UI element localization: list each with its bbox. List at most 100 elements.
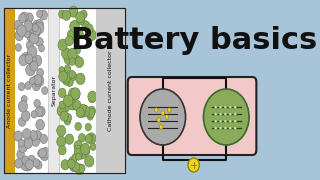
Circle shape: [25, 82, 31, 90]
Circle shape: [36, 37, 43, 47]
Circle shape: [18, 117, 26, 126]
Circle shape: [68, 100, 77, 110]
Circle shape: [80, 104, 86, 112]
Circle shape: [32, 20, 42, 32]
Circle shape: [76, 12, 85, 23]
Circle shape: [80, 10, 87, 19]
Circle shape: [32, 24, 39, 32]
Circle shape: [30, 56, 36, 63]
Circle shape: [87, 29, 96, 41]
Circle shape: [37, 68, 44, 77]
Circle shape: [26, 64, 35, 76]
Circle shape: [214, 119, 217, 123]
Bar: [48, 8, 60, 173]
Circle shape: [73, 100, 81, 111]
Circle shape: [229, 126, 232, 130]
Circle shape: [17, 150, 24, 159]
Circle shape: [214, 105, 217, 109]
Circle shape: [29, 130, 37, 141]
Circle shape: [68, 157, 76, 167]
Circle shape: [64, 65, 71, 73]
Circle shape: [77, 107, 85, 118]
Circle shape: [63, 105, 69, 112]
Circle shape: [65, 36, 73, 46]
Circle shape: [161, 111, 164, 115]
Circle shape: [76, 107, 84, 118]
Circle shape: [59, 71, 68, 82]
Circle shape: [17, 25, 26, 37]
Circle shape: [69, 70, 76, 78]
Circle shape: [80, 143, 90, 155]
Circle shape: [57, 105, 66, 116]
Circle shape: [34, 75, 42, 85]
Circle shape: [61, 72, 70, 83]
Circle shape: [65, 114, 72, 122]
Circle shape: [59, 88, 66, 98]
Circle shape: [24, 21, 33, 31]
Circle shape: [33, 159, 40, 167]
Circle shape: [29, 77, 35, 84]
Circle shape: [25, 54, 33, 64]
Circle shape: [88, 91, 97, 102]
Circle shape: [42, 87, 48, 94]
Circle shape: [68, 88, 77, 99]
Circle shape: [75, 122, 82, 130]
Circle shape: [33, 55, 42, 66]
Circle shape: [18, 101, 28, 112]
Circle shape: [59, 146, 66, 155]
Circle shape: [71, 89, 80, 100]
Circle shape: [29, 23, 37, 33]
Circle shape: [224, 112, 227, 116]
Circle shape: [70, 72, 77, 80]
Circle shape: [38, 45, 44, 52]
Circle shape: [32, 75, 41, 86]
Circle shape: [188, 158, 199, 172]
Circle shape: [32, 81, 40, 91]
Circle shape: [36, 106, 45, 117]
Circle shape: [35, 75, 44, 86]
Circle shape: [76, 73, 85, 85]
Circle shape: [74, 148, 83, 159]
Circle shape: [36, 10, 43, 18]
Circle shape: [219, 112, 222, 116]
Circle shape: [70, 162, 78, 172]
Circle shape: [69, 58, 76, 65]
Circle shape: [157, 118, 161, 122]
Circle shape: [77, 148, 86, 159]
Circle shape: [224, 119, 227, 123]
Circle shape: [21, 160, 30, 170]
Circle shape: [167, 108, 171, 112]
Circle shape: [39, 10, 47, 20]
Circle shape: [59, 67, 65, 74]
Circle shape: [75, 47, 81, 54]
Bar: [96, 8, 124, 173]
Circle shape: [68, 159, 75, 168]
Circle shape: [90, 143, 96, 150]
Circle shape: [76, 153, 82, 160]
Circle shape: [59, 10, 65, 18]
Circle shape: [23, 158, 30, 167]
Circle shape: [36, 19, 44, 29]
Circle shape: [14, 131, 22, 141]
Circle shape: [75, 164, 84, 175]
Circle shape: [80, 105, 90, 117]
Circle shape: [64, 53, 73, 64]
Circle shape: [32, 137, 39, 146]
Circle shape: [234, 126, 237, 130]
Circle shape: [20, 55, 28, 65]
Circle shape: [75, 57, 84, 68]
Text: Battery basics: Battery basics: [71, 26, 317, 55]
Circle shape: [70, 21, 79, 32]
Circle shape: [26, 13, 33, 22]
Circle shape: [21, 96, 27, 103]
Circle shape: [229, 119, 232, 123]
Circle shape: [72, 154, 78, 161]
Circle shape: [85, 123, 91, 131]
Circle shape: [140, 89, 186, 145]
Circle shape: [34, 78, 41, 87]
Circle shape: [31, 111, 37, 118]
Circle shape: [61, 160, 69, 170]
Circle shape: [15, 30, 23, 41]
Circle shape: [65, 134, 74, 144]
Circle shape: [23, 160, 32, 171]
